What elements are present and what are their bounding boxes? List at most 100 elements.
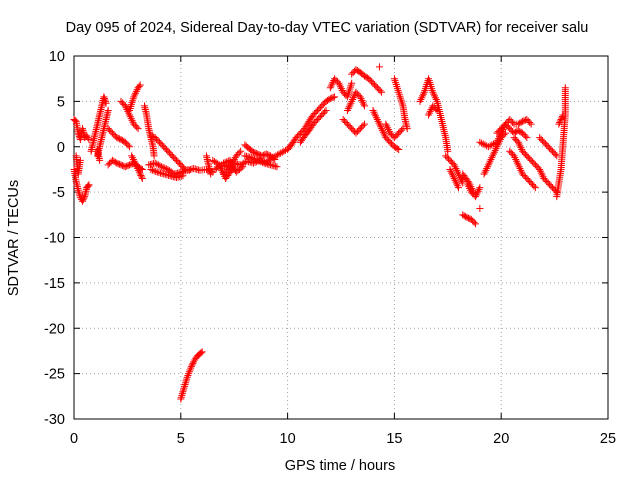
data-point xyxy=(472,193,480,201)
data-point xyxy=(531,184,539,192)
data-point xyxy=(133,123,141,131)
data-point xyxy=(520,171,528,179)
data-point xyxy=(395,145,403,153)
data-point xyxy=(507,149,515,157)
data-point xyxy=(524,176,532,184)
data-point xyxy=(493,129,501,137)
data-point xyxy=(548,147,556,155)
data-point xyxy=(130,120,138,128)
data-point xyxy=(479,140,487,148)
data-point xyxy=(185,368,193,376)
data-point xyxy=(511,135,519,143)
data-point xyxy=(179,388,187,396)
data-point xyxy=(488,141,496,149)
data-point xyxy=(348,70,356,78)
data-point xyxy=(161,164,169,172)
data-point xyxy=(136,170,144,178)
data-point xyxy=(467,215,475,223)
data-point xyxy=(335,79,343,87)
data-point xyxy=(85,135,93,143)
data-point xyxy=(475,185,483,193)
data-point xyxy=(506,125,514,133)
data-point xyxy=(184,371,192,379)
data-point xyxy=(486,142,494,150)
data-point xyxy=(541,140,549,148)
data-point xyxy=(360,120,368,128)
data-point xyxy=(147,165,155,173)
data-point xyxy=(113,134,121,142)
x-tick-label: 0 xyxy=(70,431,78,447)
data-point xyxy=(497,125,505,133)
data-point xyxy=(369,79,377,87)
data-point xyxy=(259,158,267,166)
data-point xyxy=(500,131,508,139)
data-point xyxy=(452,178,460,186)
y-axis-label: SDTVAR / TECUs xyxy=(6,180,22,296)
data-point xyxy=(487,155,495,163)
data-point xyxy=(489,152,497,160)
data-point xyxy=(446,165,454,173)
data-point xyxy=(309,111,317,119)
data-point xyxy=(543,178,551,186)
data-point xyxy=(529,158,537,166)
data-point xyxy=(277,149,285,157)
data-point xyxy=(500,122,508,130)
data-point xyxy=(312,117,320,125)
data-point xyxy=(465,179,473,187)
data-point xyxy=(516,142,524,150)
data-point xyxy=(135,166,143,174)
data-point xyxy=(526,178,534,186)
data-point xyxy=(490,148,498,156)
data-point xyxy=(326,84,334,92)
data-point xyxy=(107,128,115,136)
data-point xyxy=(526,155,534,163)
data-point xyxy=(159,163,167,171)
data-point xyxy=(377,123,385,131)
data-point xyxy=(494,128,502,136)
data-point xyxy=(546,144,554,152)
data-point xyxy=(181,381,189,389)
data-point xyxy=(325,96,333,104)
data-point xyxy=(343,106,351,114)
data-point xyxy=(484,143,492,151)
data-point xyxy=(198,348,206,356)
data-point xyxy=(337,83,345,91)
data-point xyxy=(173,156,181,164)
data-point xyxy=(527,179,535,187)
data-point xyxy=(319,109,327,117)
data-point xyxy=(379,128,387,136)
data-point xyxy=(452,165,460,173)
data-point xyxy=(106,159,114,167)
data-point xyxy=(147,132,155,140)
data-point xyxy=(104,161,112,169)
data-point xyxy=(150,152,158,160)
data-point xyxy=(431,92,439,100)
data-point xyxy=(182,379,190,387)
data-point xyxy=(372,112,380,120)
data-point xyxy=(183,373,191,381)
data-point xyxy=(168,152,176,160)
data-point xyxy=(123,140,131,148)
data-point xyxy=(312,108,320,116)
data-point xyxy=(469,186,477,194)
data-point xyxy=(521,173,529,181)
data-point xyxy=(537,169,545,177)
y-tick-label: 5 xyxy=(57,94,65,110)
data-point xyxy=(152,167,160,175)
data-point xyxy=(118,136,126,144)
data-point xyxy=(393,131,401,139)
data-point xyxy=(180,384,188,392)
data-point xyxy=(348,97,356,105)
data-point xyxy=(130,157,138,165)
data-point xyxy=(426,107,434,115)
data-point xyxy=(74,186,82,194)
data-point xyxy=(496,126,504,134)
data-point xyxy=(430,103,438,111)
data-point xyxy=(383,122,391,130)
data-point xyxy=(154,137,162,145)
data-point xyxy=(165,149,173,157)
data-point xyxy=(342,119,350,127)
data-point xyxy=(275,150,283,158)
data-point xyxy=(431,94,439,102)
